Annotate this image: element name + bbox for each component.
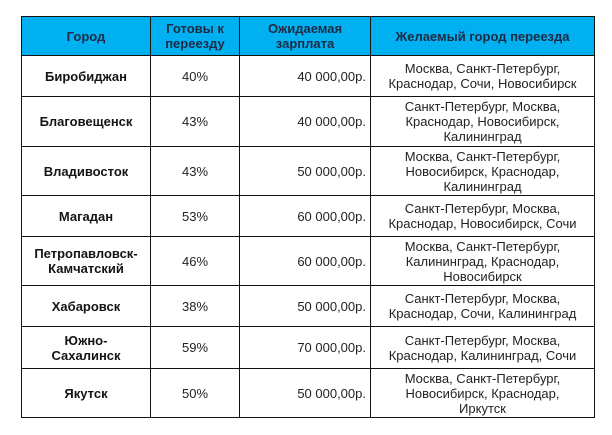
ready-cell: 38% bbox=[150, 285, 240, 327]
city-cell: Якутск bbox=[21, 368, 151, 418]
salary-cell: 50 000,00р. bbox=[239, 285, 371, 327]
table-row: Хабаровск 38% 50 000,00р. Санкт-Петербур… bbox=[21, 285, 595, 327]
salary-cell: 70 000,00р. bbox=[239, 326, 371, 369]
table-row: Магадан 53% 60 000,00р. Санкт-Петербург,… bbox=[21, 195, 595, 237]
ready-cell: 43% bbox=[150, 146, 240, 196]
relocation-table: Город Готовы к переезду Ожидаемая зарплата… bbox=[21, 16, 595, 418]
ready-cell: 43% bbox=[150, 96, 240, 147]
city-cell: Хабаровск bbox=[21, 285, 151, 327]
ready-cell: 46% bbox=[150, 236, 240, 286]
header-ready: Готовы к переезду bbox=[150, 16, 240, 56]
destination-cell: Санкт-Петербург, Москва, Краснодар, Калин… bbox=[370, 326, 595, 369]
destination-cell: Санкт-Петербург, Москва, Краснодар, Новос… bbox=[370, 195, 595, 237]
salary-cell: 50 000,00р. bbox=[239, 146, 371, 196]
salary-cell: 50 000,00р. bbox=[239, 368, 371, 418]
city-cell: Южно- Сахалинск bbox=[21, 326, 151, 369]
table-row: Петропавловск- Камчатский 46% 60 000,00р.… bbox=[21, 236, 595, 286]
salary-cell: 40 000,00р. bbox=[239, 96, 371, 147]
table-row: Южно- Сахалинск 59% 70 000,00р. Санкт-Пет… bbox=[21, 326, 595, 369]
header-destination: Желаемый город переезда bbox=[370, 16, 595, 56]
destination-cell: Москва, Санкт-Петербург, Краснодар, Сочи,… bbox=[370, 55, 595, 97]
city-cell: Биробиджан bbox=[21, 55, 151, 97]
ready-cell: 59% bbox=[150, 326, 240, 369]
city-cell: Магадан bbox=[21, 195, 151, 237]
ready-cell: 40% bbox=[150, 55, 240, 97]
ready-cell: 50% bbox=[150, 368, 240, 418]
table-row: Якутск 50% 50 000,00р. Москва, Санкт-Пет… bbox=[21, 368, 595, 418]
salary-cell: 40 000,00р. bbox=[239, 55, 371, 97]
destination-cell: Москва, Санкт-Петербург, Калининград, Кра… bbox=[370, 236, 595, 286]
table-row: Благовещенск 43% 40 000,00р. Санкт-Петер… bbox=[21, 96, 595, 147]
header-row: Город Готовы к переезду Ожидаемая зарплата… bbox=[21, 16, 595, 56]
city-cell: Благовещенск bbox=[21, 96, 151, 147]
header-salary: Ожидаемая зарплата bbox=[239, 16, 371, 56]
table-row: Биробиджан 40% 40 000,00р. Москва, Санкт… bbox=[21, 55, 595, 97]
header-city: Город bbox=[21, 16, 151, 56]
salary-cell: 60 000,00р. bbox=[239, 195, 371, 237]
city-cell: Владивосток bbox=[21, 146, 151, 196]
ready-cell: 53% bbox=[150, 195, 240, 237]
destination-cell: Москва, Санкт-Петербург, Новосибирск, Кра… bbox=[370, 146, 595, 196]
table-header: Город Готовы к переезду Ожидаемая зарплата… bbox=[21, 16, 595, 56]
destination-cell: Санкт-Петербург, Москва, Краснодар, Новос… bbox=[370, 96, 595, 147]
destination-cell: Москва, Санкт-Петербург, Новосибирск, Кра… bbox=[370, 368, 595, 418]
destination-cell: Санкт-Петербург, Москва, Краснодар, Сочи,… bbox=[370, 285, 595, 327]
city-cell: Петропавловск- Камчатский bbox=[21, 236, 151, 286]
table-body: Биробиджан 40% 40 000,00р. Москва, Санкт… bbox=[21, 55, 595, 418]
salary-cell: 60 000,00р. bbox=[239, 236, 371, 286]
table-row: Владивосток 43% 50 000,00р. Москва, Санк… bbox=[21, 146, 595, 196]
